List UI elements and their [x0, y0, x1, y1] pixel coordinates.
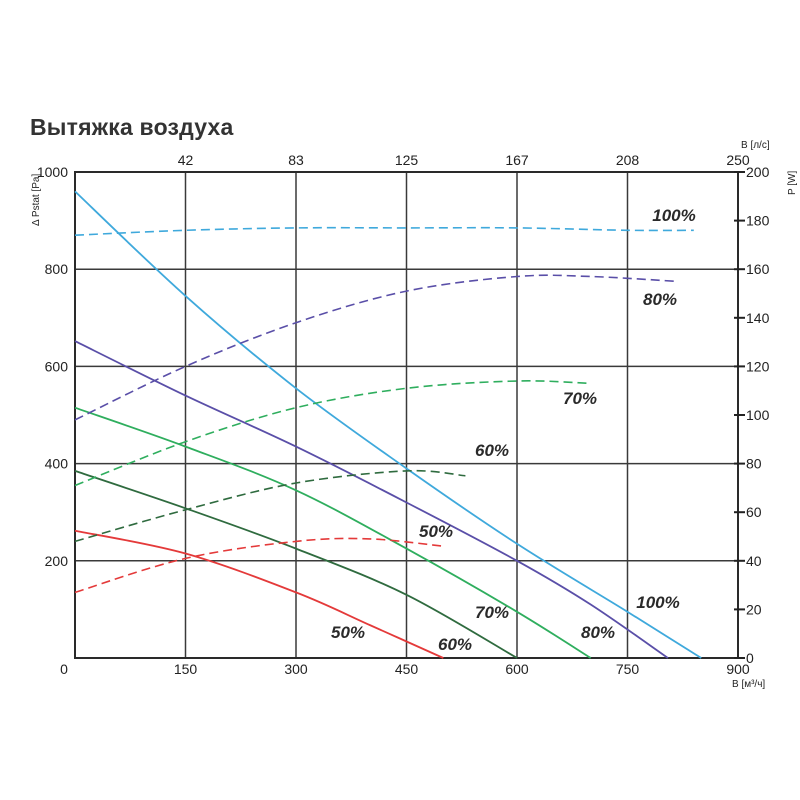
- power-curve-label: 50%: [419, 522, 453, 541]
- pressure-curve-label: 100%: [636, 593, 679, 612]
- x-tick-label: 450: [395, 661, 419, 677]
- y2-tick-label: 40: [746, 553, 762, 569]
- power-curve-label: 100%: [652, 206, 695, 225]
- y2-axis-title: P [W]: [787, 171, 798, 195]
- y2-tick-label: 100: [746, 407, 770, 423]
- y-tick-label: 800: [45, 261, 69, 277]
- pressure-curve-80: [74, 340, 669, 659]
- x-tick-label: 750: [616, 661, 640, 677]
- x-tick-label: 900: [726, 661, 750, 677]
- grid: [74, 171, 739, 659]
- power-curve-80: [74, 274, 676, 421]
- x2-tick-label: 208: [616, 152, 640, 168]
- y2-tick-label: 60: [746, 504, 762, 520]
- x2-tick-label: 83: [288, 152, 304, 168]
- x-tick-label: 600: [505, 661, 529, 677]
- y2-tick-label: 0: [746, 650, 754, 666]
- power-curve-60: [74, 469, 466, 543]
- x2-tick-label: 42: [178, 152, 194, 168]
- x2-tick-label: 167: [505, 152, 529, 168]
- y2-tick-label: 160: [746, 261, 770, 277]
- y-axis-title: Δ Pstat [Pa]: [31, 174, 42, 226]
- pressure-curve-label: 60%: [438, 635, 472, 654]
- x-tick-label: 300: [284, 661, 308, 677]
- series-labels: 100%80%70%60%50%100%80%70%60%50%: [331, 206, 696, 654]
- x2-tick-label: 250: [726, 152, 750, 168]
- chart-title: Вытяжка воздуха: [30, 114, 234, 140]
- y-tick-label: 1000: [37, 164, 68, 180]
- pressure-curve-label: 70%: [475, 603, 509, 622]
- pressure-curve-60: [74, 470, 518, 659]
- power-curve-label: 70%: [563, 389, 597, 408]
- y-tick-label: 400: [45, 456, 69, 472]
- power-curve-100: [74, 226, 694, 236]
- y-tick-label: 600: [45, 358, 69, 374]
- power-curve-70: [74, 380, 591, 487]
- y-tick-label: 200: [45, 553, 69, 569]
- series-lines: [74, 190, 702, 659]
- pressure-curve-label: 50%: [331, 623, 365, 642]
- x-axis-title: В [м³/ч]: [732, 679, 765, 690]
- x2-tick-label: 125: [395, 152, 419, 168]
- x-tick-label: 150: [174, 661, 198, 677]
- power-curve-50: [74, 537, 444, 594]
- pressure-curve-100: [74, 190, 702, 659]
- y2-tick-label: 20: [746, 601, 762, 617]
- y2-tick-label: 180: [746, 213, 770, 229]
- y2-tick-label: 120: [746, 358, 770, 374]
- power-curve-label: 60%: [475, 441, 509, 460]
- pressure-curve-50: [74, 529, 444, 659]
- pressure-curve-label: 80%: [581, 623, 615, 642]
- power-curve-label: 80%: [643, 290, 677, 309]
- y2-tick-label: 140: [746, 310, 770, 326]
- y2-tick-label: 200: [746, 164, 770, 180]
- x2-axis-title: В [л/с]: [741, 140, 770, 151]
- y2-tick-label: 80: [746, 456, 762, 472]
- pressure-curve-70: [74, 406, 592, 659]
- x-tick-label: 0: [60, 661, 68, 677]
